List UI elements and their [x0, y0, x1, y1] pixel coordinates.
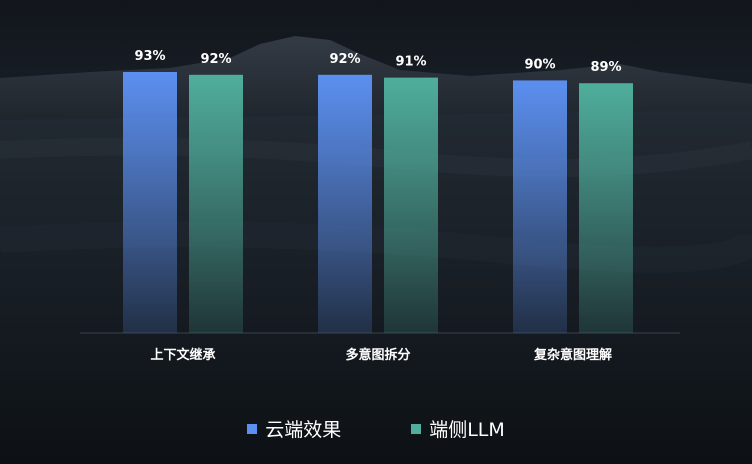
value-label-device-0: 92% — [200, 52, 231, 67]
category-label-0: 上下文继承 — [150, 347, 215, 363]
legend-label-device: 端侧LLM — [429, 419, 505, 441]
value-label-device-1: 91% — [395, 55, 426, 70]
category-label-1: 多意图拆分 — [345, 347, 410, 363]
value-label-cloud-1: 92% — [329, 52, 360, 67]
bars-group — [123, 72, 633, 334]
value-label-device-2: 89% — [590, 60, 621, 75]
legend-label-cloud: 云端效果 — [265, 419, 342, 441]
legend-item-cloud: 云端效果 — [247, 415, 341, 442]
labels-group: 93% 92% 上下文继承 92% 91% 多意图拆分 90% 89% 复杂意图理解 — [134, 49, 621, 363]
value-label-cloud-2: 90% — [524, 57, 555, 72]
legend-swatch-device — [411, 423, 422, 434]
legend-swatch-cloud — [247, 423, 258, 434]
category-label-2: 复杂意图理解 — [533, 347, 612, 363]
bar-cloud-1 — [318, 74, 372, 333]
legend-item-device: 端侧LLM — [411, 415, 505, 442]
bar-cloud-2 — [513, 80, 567, 333]
value-label-cloud-0: 93% — [134, 49, 165, 64]
bar-device-1 — [384, 77, 438, 333]
bar-device-2 — [579, 83, 633, 334]
legend: 云端效果 端侧LLM — [0, 415, 752, 442]
bar-cloud-0 — [123, 72, 177, 333]
bar-device-0 — [189, 74, 243, 333]
